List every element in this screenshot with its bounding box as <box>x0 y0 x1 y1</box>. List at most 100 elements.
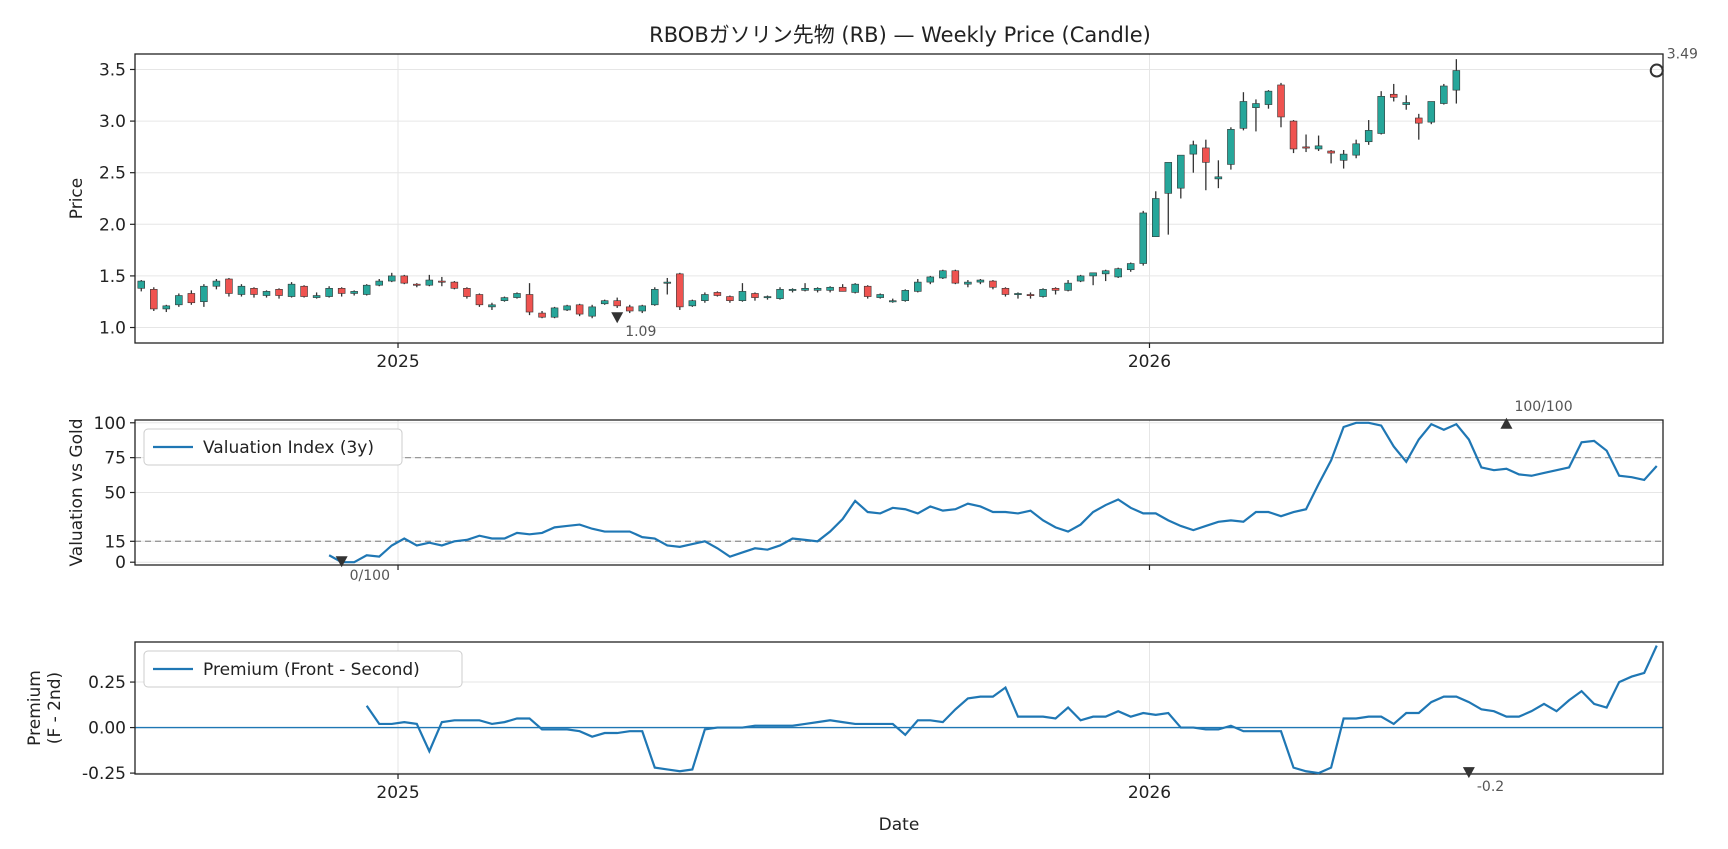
candle-body <box>1415 117 1423 124</box>
y-tick-label: 0.00 <box>88 719 126 739</box>
candle-body <box>651 289 659 306</box>
candle-body <box>939 270 947 279</box>
candle-body <box>1076 275 1085 282</box>
candle-body <box>362 284 371 295</box>
candle-body <box>1377 96 1385 134</box>
candle-body <box>400 275 409 284</box>
candle-body <box>325 287 333 297</box>
y-tick-label: 100 <box>94 414 126 434</box>
annotation-marker <box>1462 767 1475 779</box>
candle-body <box>801 287 809 291</box>
candle-body <box>212 280 221 287</box>
annotation-marker <box>611 312 624 324</box>
candle-body <box>951 270 960 284</box>
candle-body <box>337 287 346 294</box>
valuation-panel: 015 50 75 100 Valuation vs Gold Valuation Ind… <box>67 399 1664 584</box>
candle-body <box>600 300 609 305</box>
x-tick-label: 2025 <box>376 352 419 372</box>
candle-body <box>701 294 709 301</box>
candle-body <box>838 286 847 292</box>
candle-body <box>237 285 246 295</box>
candle-body <box>1001 287 1010 295</box>
candle-body <box>200 285 208 303</box>
candle-body <box>262 291 271 296</box>
candle-body <box>688 300 697 307</box>
series-line <box>365 645 1658 775</box>
candle-body <box>888 300 897 303</box>
candle-body <box>525 294 534 313</box>
candle-body <box>538 312 546 318</box>
legend-box <box>143 650 463 688</box>
chart-title: RBOBガソリン先物 (RB) — Weekly Price (Candle) <box>649 23 1151 47</box>
candle-body <box>438 280 446 283</box>
candle-body <box>1239 101 1248 129</box>
candle-body <box>751 293 759 298</box>
annotation-label: 3.49 <box>1667 47 1698 63</box>
candle-body <box>350 291 358 294</box>
candle-body <box>676 273 684 308</box>
candle-body <box>463 287 471 297</box>
y-axis-title: Valuation vs Gold <box>67 418 87 566</box>
y-tick-label: 1.5 <box>99 267 126 287</box>
price-panel: 1.0 1.5 2.0 2.5 3.0 3.5 2025 2026 Price 1.09 3.49 <box>67 47 1698 372</box>
candle-body <box>1177 154 1185 189</box>
candle-body <box>150 289 158 310</box>
candle-body <box>1039 289 1047 297</box>
candle-body <box>713 292 722 296</box>
candle-body <box>638 305 646 312</box>
candle-body <box>312 295 321 298</box>
candle-body <box>575 304 584 315</box>
candle-body <box>663 281 672 284</box>
premium-panel: -0.25 0.00 0.25 2025 2026 Premium (F - 2nd) Pre… <box>25 641 1664 835</box>
candle-body <box>964 281 972 285</box>
candle-body <box>1452 70 1461 91</box>
candle-body <box>1389 93 1398 98</box>
candle-body <box>1152 198 1160 237</box>
annotation-marker <box>335 556 348 568</box>
legend-label: Premium (Front - Second) <box>203 660 420 680</box>
candle-body <box>763 296 772 299</box>
y-tick-label: 2.5 <box>99 164 126 184</box>
annotation-marker <box>1500 417 1513 429</box>
candle-body <box>901 290 910 301</box>
candle-body <box>500 297 509 301</box>
candle-body <box>1327 150 1335 154</box>
candle-body <box>225 278 233 294</box>
x-tick-label: 2025 <box>376 783 419 803</box>
candle-body <box>287 283 296 297</box>
candle-body <box>1339 153 1348 161</box>
candle-body <box>1402 102 1410 105</box>
candle-body <box>425 279 434 286</box>
candle-body <box>550 307 559 318</box>
candle-body <box>162 305 171 310</box>
candle-body <box>625 306 634 312</box>
legend-box <box>143 428 403 466</box>
candle-body <box>1227 129 1235 165</box>
y-tick-label: 75 <box>104 449 126 469</box>
candle-body <box>776 289 784 299</box>
candle-body <box>1114 268 1122 278</box>
annotation-label: 100/100 <box>1514 399 1572 415</box>
candle-body <box>863 285 872 297</box>
candle-body <box>563 305 571 311</box>
candle-body <box>488 304 496 308</box>
candle-body <box>1289 120 1298 150</box>
legend: Premium (Front - Second) <box>143 650 463 688</box>
candle-body <box>1352 143 1360 156</box>
candle-body <box>613 300 621 307</box>
y-axis-title: (F - 2nd) <box>45 672 65 744</box>
candle-body <box>1164 162 1173 194</box>
y-axis-title: Premium <box>25 670 45 746</box>
candle-body <box>1126 263 1135 271</box>
plot-frame <box>134 641 1664 775</box>
candle-body <box>588 306 596 317</box>
candle-body <box>1064 282 1072 291</box>
candle-body <box>1139 212 1147 264</box>
candle-body <box>1189 144 1198 155</box>
candle-body <box>851 283 859 293</box>
candle-body <box>1364 130 1373 143</box>
x-tick-label: 2026 <box>1128 352 1171 372</box>
candle-body <box>726 296 734 301</box>
candle-body <box>1089 272 1097 277</box>
